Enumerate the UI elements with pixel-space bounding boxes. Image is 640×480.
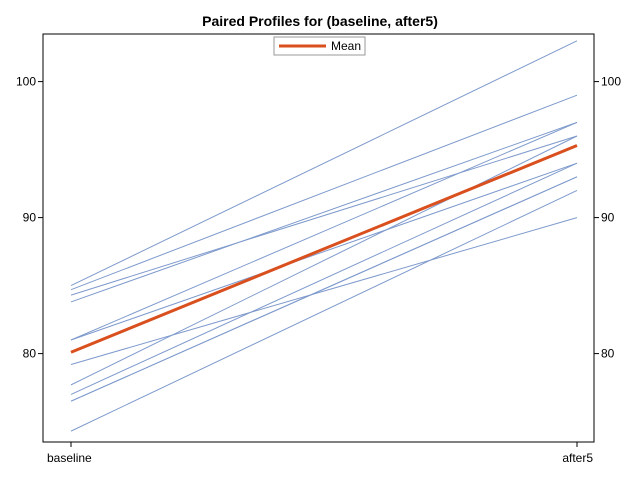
x-tick-label: baseline bbox=[47, 451, 92, 465]
profile-line bbox=[70, 176, 578, 402]
profile-lines bbox=[70, 40, 578, 432]
profile-line bbox=[70, 135, 578, 386]
profile-line bbox=[70, 189, 578, 432]
y-tick-label-right: 80 bbox=[601, 347, 615, 361]
x-axis: baseline after5 bbox=[47, 442, 593, 465]
profile-line bbox=[70, 162, 578, 341]
profile-line bbox=[70, 217, 578, 365]
profile-line bbox=[70, 40, 578, 287]
legend: Mean bbox=[273, 36, 366, 56]
x-tick-label: after5 bbox=[562, 451, 593, 465]
chart-title: Paired Profiles for (baseline, after5) bbox=[202, 13, 438, 29]
profile-line bbox=[70, 121, 578, 341]
y-axis-left: 80 90 100 bbox=[16, 75, 43, 361]
profile-line bbox=[70, 121, 578, 303]
y-tick-label-left: 90 bbox=[23, 211, 37, 225]
y-axis-right: 80 90 100 bbox=[594, 75, 621, 361]
mean-line-group bbox=[70, 144, 578, 354]
mean-line bbox=[70, 144, 578, 354]
y-tick-label-left: 100 bbox=[16, 75, 36, 89]
y-tick-label-left: 80 bbox=[23, 347, 37, 361]
legend-mean-label: Mean bbox=[331, 39, 361, 53]
plot-frame bbox=[42, 33, 595, 443]
profile-line bbox=[70, 162, 578, 395]
profile-line bbox=[70, 94, 578, 291]
y-tick-label-right: 100 bbox=[601, 75, 621, 89]
profile-line bbox=[70, 135, 578, 296]
y-tick-label-right: 90 bbox=[601, 211, 615, 225]
